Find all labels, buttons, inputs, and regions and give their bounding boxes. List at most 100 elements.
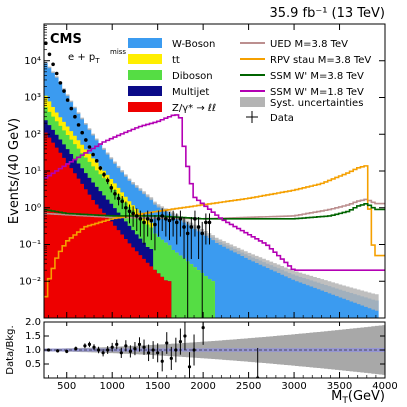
ratio-point [92,345,96,349]
legend-label: tt [172,55,180,66]
ratio-point [146,351,151,355]
legend-label: UED M=3.8 TeV [270,39,348,50]
ratio-y-tick-label: 2.0 [25,317,41,328]
ratio-point [192,348,196,352]
data-point [171,217,175,221]
ratio-point [201,326,205,330]
data-point [193,217,197,221]
main-y-tick-label: 10⁻² [19,276,41,287]
x-tick-label: 1500 [145,381,170,392]
ratio-point [128,349,132,353]
data-point [167,218,172,223]
data-point [124,205,128,210]
data-point [160,214,165,218]
signal-rpv-stau-m-3-8-tev [44,165,385,298]
data-point [109,185,114,190]
ratio-point [65,349,69,353]
ratio-y-tick-label: 0.5 [25,359,41,370]
ratio-y-axis-title: Data/Bkg. [5,325,16,374]
data-point [105,178,110,183]
data-point [54,71,59,76]
ratio-point [119,351,123,355]
legend-label: SSM W' M=1.8 TeV [270,87,364,98]
channel-label: e + pT [68,52,100,65]
channel-superscript: miss [110,48,126,56]
data-point [196,225,201,229]
main-y-tick-label: 10⁴ [24,56,41,67]
data-point [76,123,81,127]
data-point [156,217,161,221]
legend-label: SSM W' M=3.8 TeV [270,71,364,82]
x-tick-label: 2500 [236,381,261,392]
x-tick-label: 500 [57,381,76,392]
data-point [207,220,212,225]
legend: W-Boson tt Diboson Multijet Z/γ* → ℓℓ UED M=3… [128,38,371,124]
ratio-point [56,349,60,353]
data-point [65,98,70,102]
data-point [200,231,205,236]
main-y-axis-title: Events/(40 GeV) [7,118,22,224]
ratio-point [169,356,173,360]
ratio-point [106,348,110,352]
signal-ssm-w-m-1-8-tev [44,114,385,271]
x-tick-label: 3000 [281,381,306,392]
data-point [98,166,103,170]
main-y-tick-label: 10¹ [24,166,41,177]
data-point [185,231,190,236]
data-point [69,106,74,111]
x-tick-label: 1000 [99,381,124,392]
legend-swatch-tt [128,54,162,64]
data-point [142,220,146,225]
ratio-y-tick-label: 1.0 [25,345,41,356]
data-point [51,62,55,67]
x-tick-label: 4000 [372,381,397,392]
legend-swatch-z- [128,102,162,112]
data-point [149,218,154,223]
legend-label: Z/γ* → ℓℓ [172,103,216,114]
ratio-point [142,345,146,349]
legend-swatch-w-boson [128,38,162,48]
ratio-point [151,348,155,352]
data-point [102,172,106,177]
data-point [47,52,52,57]
data-point [153,222,157,227]
data-point [94,158,99,163]
legend-label: W-Boson [172,39,215,50]
ratio-point [183,334,187,338]
data-point [62,89,66,93]
legend-label: Syst. uncertainties [270,98,363,109]
legend-label: Data [270,113,294,124]
legend-label: Multijet [172,87,209,98]
ratio-point [87,342,92,346]
main-y-tick-label: 10⁻¹ [19,240,41,251]
main-y-tick-label: 10³ [24,93,41,104]
data-point [80,130,84,135]
experiment-label: CMS [50,32,82,47]
data-point [84,138,88,142]
data-point [87,145,92,149]
data-point [91,152,95,157]
ratio-plot-panel: 0.5 1.0 1.5 2.0 500 1000 1500 2000 2500 3000 3500… [5,317,398,406]
ratio-point [178,340,182,344]
ratio-point [133,347,137,351]
x-tick-label: 3500 [327,381,352,392]
x-axis-title: MT(GeV) [331,389,385,406]
legend-swatch-diboson [128,70,162,80]
data-point [174,220,179,225]
data-point [113,191,117,196]
main-y-tick-label: 10² [24,129,41,140]
data-point [138,217,143,221]
ratio-point [101,351,105,355]
data-point [120,199,125,204]
legend-label: RPV stau M=3.8 TeV [270,55,371,66]
legend-swatch-multijet [128,86,162,96]
ratio-point [137,342,142,346]
ratio-point [165,341,169,345]
ratio-point [96,348,101,352]
data-point [145,217,150,221]
ratio-point [83,344,87,348]
data-point [182,225,186,229]
ratio-point [174,348,178,352]
